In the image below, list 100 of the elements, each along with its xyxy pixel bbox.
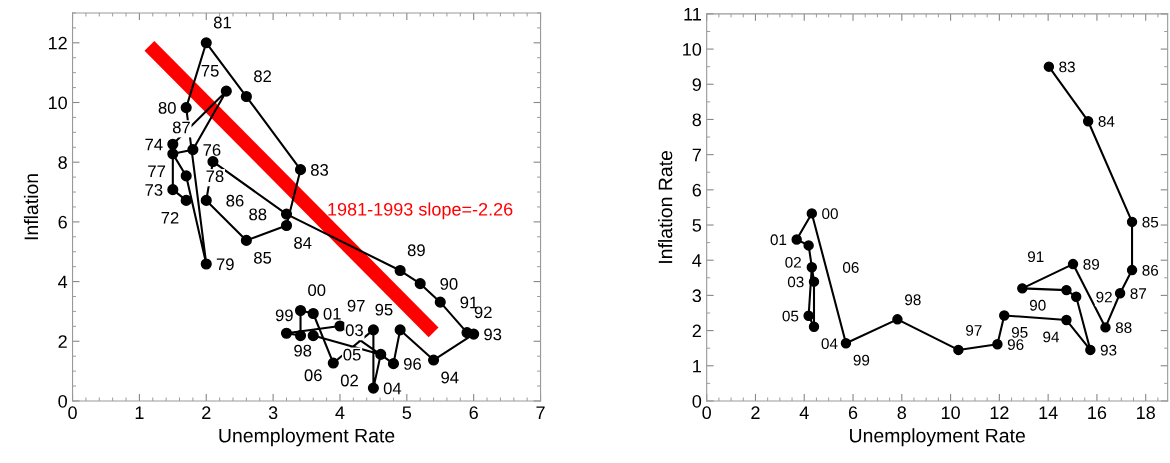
annotation: 95 (375, 303, 393, 316)
point (280, 219, 293, 232)
x-tick-label: 12 (990, 406, 1009, 419)
y-tick-label: 11 (684, 8, 701, 21)
point (240, 90, 252, 103)
y-tick-label: 0 (692, 394, 702, 408)
point (892, 314, 903, 325)
annotation: 06 (842, 262, 859, 273)
point (180, 102, 192, 114)
y-tick-label: 2 (692, 324, 701, 338)
point (367, 324, 379, 336)
annotation: 95 (1011, 326, 1028, 338)
point (280, 208, 293, 220)
x-tick-label: 2 (751, 406, 760, 419)
y-tick-label: 1 (693, 359, 701, 373)
annotation: 05 (782, 310, 799, 322)
y-tick-label: 2 (58, 335, 67, 348)
annotation: 80 (158, 101, 176, 114)
point (394, 324, 406, 336)
point (1100, 322, 1111, 333)
annotation: 03 (787, 276, 804, 288)
point (180, 194, 192, 206)
annotation: 98 (905, 294, 921, 306)
annotation: 04 (821, 338, 838, 350)
annotation: 00 (822, 208, 838, 220)
annotation: 92 (1096, 291, 1112, 303)
point (187, 144, 199, 156)
point (1070, 291, 1082, 303)
series-label: 1981-1993 slope=-2.26 (328, 202, 513, 220)
annotation: 85 (254, 251, 272, 264)
point (307, 330, 319, 342)
point (167, 148, 179, 160)
annotation: 90 (1029, 299, 1046, 311)
point (1061, 284, 1072, 296)
annotation: 01 (770, 234, 787, 246)
point (180, 170, 192, 182)
annotation: 03 (345, 324, 363, 337)
annotation: 94 (1043, 331, 1060, 343)
annotation: 90 (440, 278, 458, 290)
y-tick-label: 5 (692, 219, 702, 232)
y-tick-label: 8 (58, 156, 67, 169)
annotation: 93 (1100, 344, 1117, 356)
y-tick-label: 4 (692, 254, 702, 267)
y-tick-label: 6 (692, 183, 702, 197)
annotation: 81 (213, 16, 231, 29)
x-tick-label: 16 (1088, 406, 1107, 420)
point (327, 357, 339, 369)
point (428, 354, 440, 366)
annotation: 04 (383, 382, 402, 395)
point (167, 138, 179, 150)
point (294, 304, 307, 317)
annotation: 00 (308, 284, 326, 297)
point (1085, 344, 1096, 356)
y-tick-label: 6 (58, 215, 67, 229)
point (207, 156, 219, 168)
annotation: 86 (1142, 264, 1159, 276)
point (167, 184, 179, 196)
annotation: 02 (340, 374, 358, 387)
point (200, 194, 212, 206)
x-axis-title: Unemployment Rate (219, 428, 395, 447)
annotation: 96 (1007, 339, 1024, 350)
annotation: 78 (206, 170, 224, 183)
y-tick-label: 4 (58, 275, 68, 289)
y-axis-title: Inflation Rate (658, 151, 673, 263)
annotation: 99 (853, 354, 870, 366)
annotation: 84 (1098, 116, 1115, 127)
annotation: 85 (1142, 216, 1159, 228)
annotation: 02 (785, 256, 801, 268)
annotation: 83 (1059, 61, 1075, 73)
x-tick-label: 0 (702, 406, 711, 420)
annotation: 89 (1083, 258, 1100, 270)
x-tick-label: 6 (469, 406, 478, 420)
annotation: 88 (249, 208, 267, 221)
annotation: 06 (304, 369, 322, 382)
annotation: 74 (145, 138, 163, 151)
point (280, 327, 293, 339)
y-axis-title: Inflation (23, 174, 39, 240)
annotation: 97 (966, 324, 982, 336)
point (294, 330, 307, 342)
annotation: 88 (1115, 322, 1132, 334)
x-tick-label: 5 (402, 406, 412, 420)
point (1114, 288, 1126, 299)
point (200, 258, 212, 270)
y-tick-label: 9 (692, 78, 701, 91)
point (1017, 283, 1028, 294)
annotation: 96 (403, 358, 421, 370)
annotation: 76 (203, 144, 221, 156)
annotation: 84 (294, 237, 312, 249)
point (992, 339, 1003, 350)
point (808, 276, 820, 287)
x-tick-label: 4 (799, 406, 809, 419)
point (1061, 314, 1072, 326)
point (806, 262, 818, 273)
point (1082, 116, 1094, 127)
annotation: 89 (407, 244, 425, 257)
annotation: 05 (343, 348, 361, 361)
annotation: 83 (310, 164, 329, 176)
annotation: 73 (145, 184, 163, 196)
point (294, 164, 307, 176)
annotation: 99 (275, 309, 293, 322)
